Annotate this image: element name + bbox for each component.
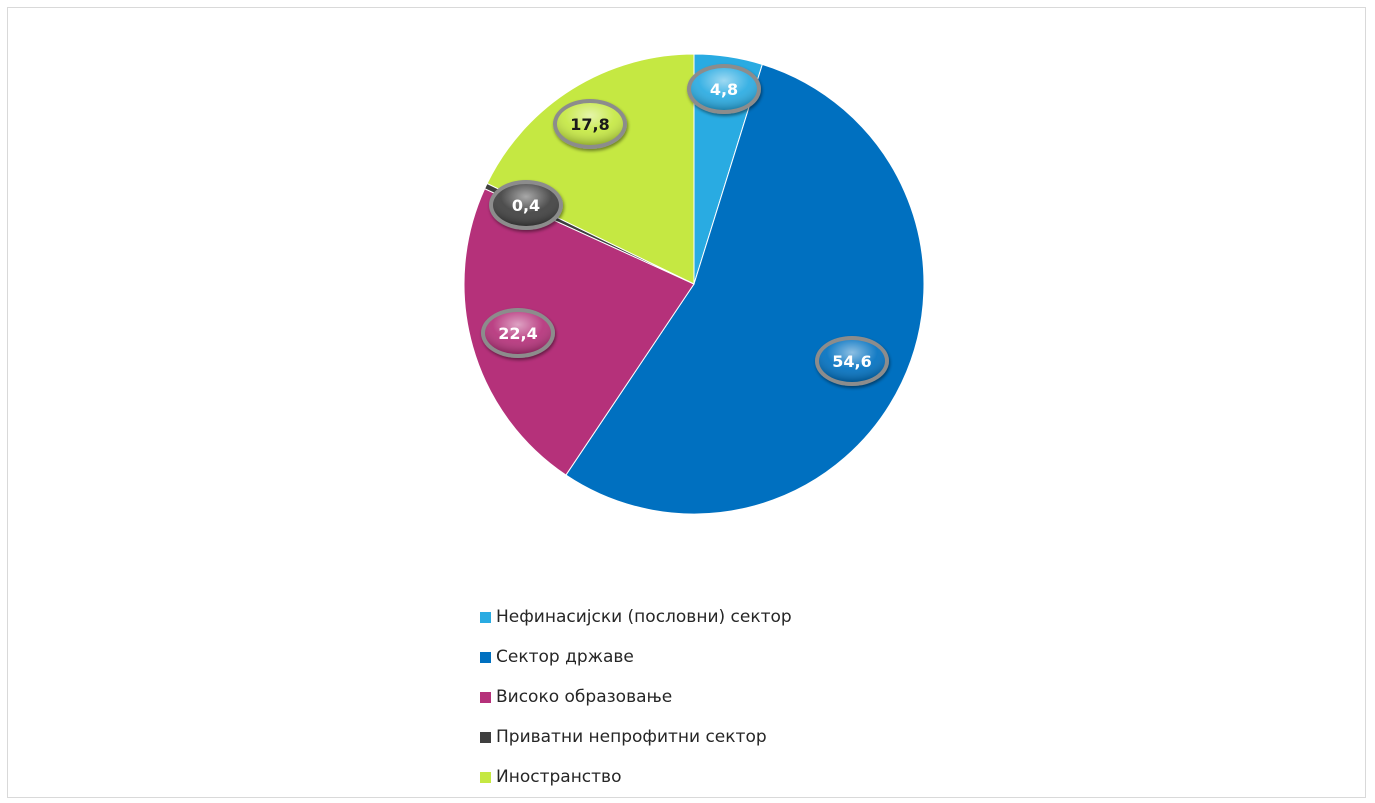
data-label-text-higher-education: 22,4 — [498, 324, 537, 343]
legend-label-government-sector: Сектор државе — [496, 647, 634, 667]
data-label-text-abroad: 17,8 — [570, 115, 609, 134]
data-label-shine-government-sector — [819, 340, 885, 382]
data-label-text-government-sector: 54,6 — [832, 352, 871, 371]
legend-item-government-sector: Сектор државе — [480, 637, 900, 677]
pie-slice-higher-education — [463, 188, 695, 476]
pie-slice-abroad — [486, 53, 695, 285]
legend-swatch-abroad — [480, 771, 491, 783]
legend-swatch-private-nonprofit-sector — [480, 731, 491, 743]
legend-item-private-nonprofit-sector: Приватни непрофитни сектор — [480, 717, 900, 757]
pie-data-labels: 4,8 54,6 22,4 0,4 17,8 — [481, 64, 889, 386]
legend-swatch-higher-education — [480, 691, 491, 703]
data-label-text-nonfinancial-sector: 4,8 — [710, 80, 738, 99]
legend-item-abroad: Иностранство — [480, 757, 900, 797]
data-label-government-sector: 54,6 — [815, 336, 889, 386]
data-label-nonfinancial-sector: 4,8 — [687, 64, 761, 114]
data-label-shine-private-nonprofit-sector — [493, 184, 559, 226]
data-label-shine-nonfinancial-sector — [691, 68, 757, 110]
data-label-text-private-nonprofit-sector: 0,4 — [512, 196, 540, 215]
data-label-shine-higher-education — [485, 312, 551, 354]
pie-slice-government-sector — [565, 63, 925, 515]
data-label-private-nonprofit-sector: 0,4 — [489, 180, 563, 230]
legend-swatch-nonfinancial-sector — [480, 611, 491, 623]
legend-label-abroad: Иностранство — [496, 767, 622, 787]
data-label-shine-abroad — [557, 103, 623, 145]
legend-swatch-government-sector — [480, 651, 491, 663]
pie-slices — [463, 53, 925, 515]
legend-item-nonfinancial-sector: Нефинасијски (пословни) сектор — [480, 597, 900, 637]
legend-label-nonfinancial-sector: Нефинасијски (пословни) сектор — [496, 607, 792, 627]
data-label-abroad: 17,8 — [553, 99, 627, 149]
chart-legend: Нефинасијски (пословни) сектор Сектор др… — [480, 597, 900, 797]
legend-label-higher-education: Високо образовање — [496, 687, 673, 707]
legend-label-private-nonprofit-sector: Приватни непрофитни сектор — [496, 727, 767, 747]
legend-item-higher-education: Високо образовање — [480, 677, 900, 717]
data-label-higher-education: 22,4 — [481, 308, 555, 358]
